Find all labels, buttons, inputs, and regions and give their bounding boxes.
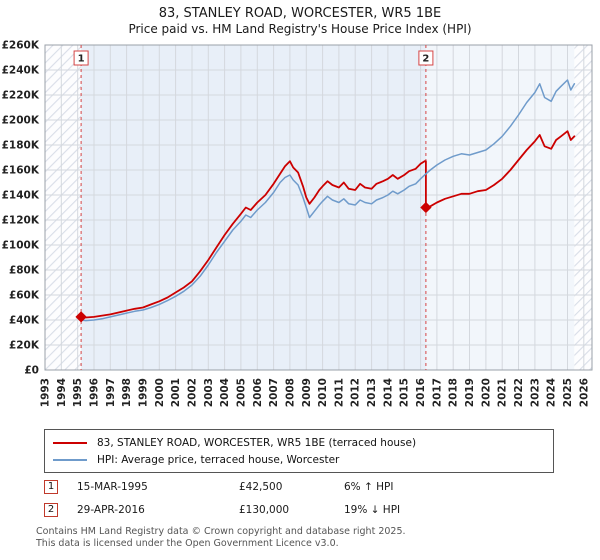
event-1-price: £42,500 (239, 481, 283, 493)
svg-text:1994: 1994 (56, 378, 68, 407)
svg-text:1993: 1993 (40, 378, 52, 407)
svg-text:£220K: £220K (2, 90, 40, 102)
svg-text:2000: 2000 (154, 378, 166, 407)
svg-text:2006: 2006 (252, 378, 264, 407)
svg-text:£40K: £40K (9, 315, 40, 327)
svg-text:2025: 2025 (562, 378, 574, 407)
svg-text:2018: 2018 (448, 378, 460, 407)
svg-text:1996: 1996 (89, 378, 101, 407)
svg-text:2010: 2010 (317, 378, 329, 407)
sale-flag-label-1: 1 (78, 54, 85, 65)
legend-row-hpi: HPI: Average price, terraced house, Worc… (53, 451, 545, 468)
price-chart-svg: 1 2 £0 £20K £40K £60K £80K £100K £120K £140K £160K… (2, 40, 593, 407)
svg-text:1999: 1999 (138, 378, 150, 407)
svg-text:2021: 2021 (497, 378, 509, 407)
sale-event-1: 1 15-MAR-1995 £42,500 6% ↑ HPI (44, 477, 584, 497)
svg-text:£60K: £60K (9, 290, 40, 302)
plot-border (44, 44, 593, 371)
region-post (425, 45, 575, 370)
attribution-footer: Contains HM Land Registry data © Crown c… (36, 526, 406, 549)
svg-text:2011: 2011 (333, 378, 345, 407)
svg-text:2005: 2005 (235, 378, 247, 407)
svg-text:2009: 2009 (301, 378, 313, 407)
svg-text:2026: 2026 (578, 378, 590, 407)
event-2-number-badge: 2 (44, 503, 58, 517)
svg-text:2019: 2019 (464, 378, 476, 407)
sale-flag-box-1 (73, 50, 89, 66)
sale-marker-2 (420, 201, 432, 214)
svg-text:£100K: £100K (2, 240, 40, 252)
svg-text:2004: 2004 (219, 378, 231, 407)
page-subtitle: Price paid vs. HM Land Registry's House … (128, 22, 472, 36)
sale-event-2: 2 29-APR-2016 £130,000 19% ↓ HPI (44, 500, 584, 520)
price-line-swatch (53, 441, 87, 444)
svg-text:2008: 2008 (284, 378, 296, 407)
svg-text:2020: 2020 (480, 378, 492, 407)
page-title: 83, STANLEY ROAD, WORCESTER, WR5 1BE (158, 6, 442, 21)
chart-legend: 83, STANLEY ROAD, WORCESTER, WR5 1BE (te… (44, 429, 554, 473)
svg-text:£160K: £160K (2, 165, 40, 177)
y-axis-labels: £0 £20K £40K £60K £80K £100K £120K £140K £160K £1… (2, 40, 40, 377)
svg-text:2012: 2012 (350, 378, 362, 407)
svg-text:1998: 1998 (121, 378, 133, 407)
attribution-line-1: Contains HM Land Registry data © Crown c… (36, 526, 406, 537)
sale-flag-box-2 (418, 50, 434, 66)
legend-label-price: 83, STANLEY ROAD, WORCESTER, WR5 1BE (te… (97, 436, 417, 449)
svg-text:£80K: £80K (9, 265, 40, 277)
sale-flag-label-2: 2 (422, 54, 429, 65)
hpi-line-swatch (53, 458, 87, 461)
svg-text:2023: 2023 (529, 378, 541, 407)
series-hpi (80, 79, 576, 322)
legend-row-price: 83, STANLEY ROAD, WORCESTER, WR5 1BE (te… (53, 434, 545, 451)
event-2-hpi-delta: 19% ↓ HPI (344, 504, 401, 516)
region-hatch (574, 45, 592, 370)
legend-label-hpi: HPI: Average price, terraced house, Worc… (97, 453, 340, 466)
event-2-date: 29-APR-2016 (77, 504, 145, 516)
series-price-paid (80, 130, 576, 319)
svg-text:2017: 2017 (431, 378, 443, 407)
attribution-line-2: This data is licensed under the Open Gov… (36, 537, 339, 549)
svg-text:1995: 1995 (72, 378, 84, 407)
svg-text:£0: £0 (24, 365, 39, 377)
svg-text:2024: 2024 (546, 378, 558, 407)
svg-text:2007: 2007 (268, 378, 280, 407)
svg-text:1997: 1997 (105, 378, 117, 407)
svg-text:2016: 2016 (415, 378, 427, 407)
svg-text:£140K: £140K (2, 190, 40, 202)
svg-text:2003: 2003 (203, 378, 215, 407)
svg-text:£180K: £180K (2, 140, 40, 152)
svg-text:2013: 2013 (366, 378, 378, 407)
svg-text:£260K: £260K (2, 40, 40, 52)
svg-text:£120K: £120K (2, 215, 40, 227)
svg-text:£20K: £20K (9, 340, 40, 352)
event-1-hpi-delta: 6% ↑ HPI (344, 481, 394, 493)
x-axis-labels: 1993 1994 1995 1996 1997 1998 1999 2000 2001 2002… (40, 378, 591, 407)
svg-text:2002: 2002 (187, 378, 199, 407)
sale-events: 1 15-MAR-1995 £42,500 6% ↑ HPI 2 29-APR-… (44, 477, 584, 523)
event-1-number-badge: 1 (44, 480, 58, 494)
svg-text:2014: 2014 (382, 378, 394, 407)
svg-text:2022: 2022 (513, 378, 525, 407)
svg-text:2001: 2001 (170, 378, 182, 407)
region-hatch (45, 45, 82, 370)
svg-text:2015: 2015 (399, 378, 411, 407)
event-1-date: 15-MAR-1995 (77, 481, 148, 493)
svg-text:£240K: £240K (2, 65, 40, 77)
svg-text:£200K: £200K (2, 115, 40, 127)
event-2-price: £130,000 (239, 504, 290, 516)
